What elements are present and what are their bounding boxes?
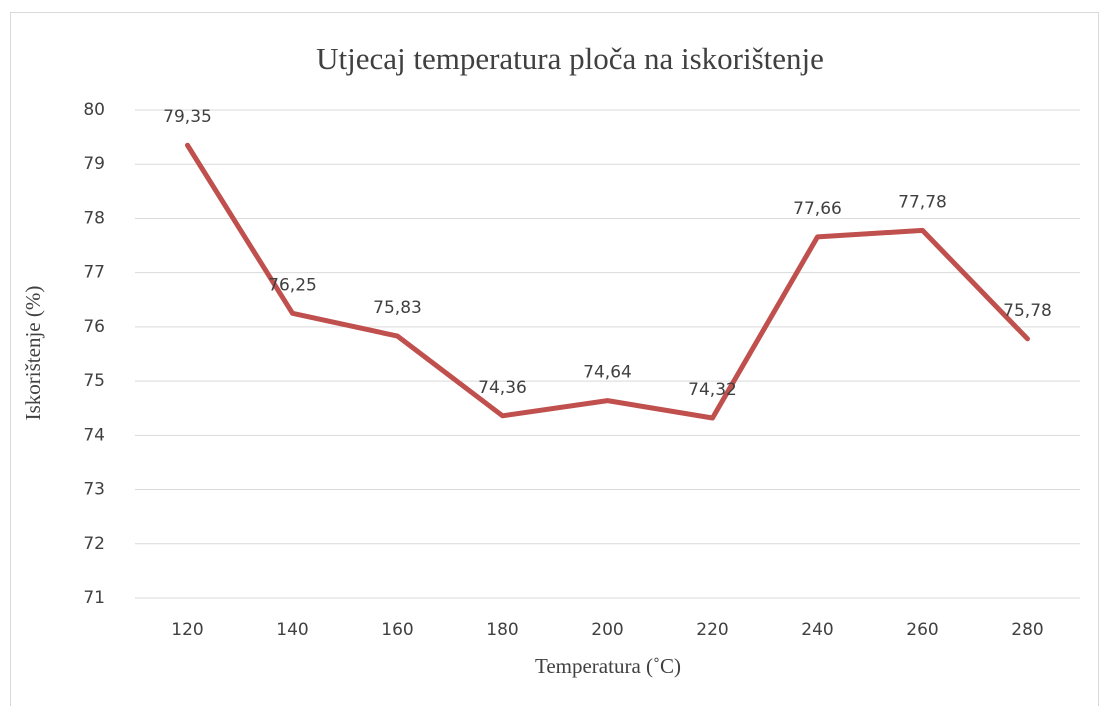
x-tick-label: 220 — [696, 620, 728, 640]
y-tick-label: 73 — [83, 480, 105, 500]
y-tick-label: 76 — [83, 317, 105, 337]
chart-border — [10, 12, 1099, 706]
y-tick-label: 72 — [83, 534, 105, 554]
y-tick-label: 74 — [83, 425, 105, 445]
x-tick-label: 160 — [381, 620, 413, 640]
data-label: 74,36 — [478, 378, 527, 398]
y-tick-label: 75 — [83, 371, 105, 391]
data-label: 77,66 — [793, 199, 842, 219]
x-tick-label: 240 — [801, 620, 833, 640]
y-tick-label: 71 — [83, 588, 105, 608]
y-axis-label: Iskorištenje (%) — [21, 286, 45, 421]
x-axis-label: Temperatura (˚C) — [535, 654, 681, 678]
data-label: 74,32 — [688, 380, 737, 400]
x-tick-label: 120 — [171, 620, 203, 640]
chart-title: Utjecaj temperatura ploča na iskorištenj… — [316, 41, 824, 76]
data-label: 75,83 — [373, 298, 422, 318]
data-label: 75,78 — [1003, 301, 1052, 321]
y-tick-label: 78 — [83, 208, 105, 228]
y-tick-label: 77 — [83, 263, 105, 283]
data-line — [185, 142, 1030, 421]
x-tick-label: 280 — [1011, 620, 1043, 640]
y-tick-label: 80 — [83, 100, 105, 120]
x-tick-label: 200 — [591, 620, 623, 640]
x-tick-label: 140 — [276, 620, 308, 640]
y-tick-label: 79 — [83, 154, 105, 174]
data-label: 79,35 — [163, 107, 212, 127]
x-tick-label: 260 — [906, 620, 938, 640]
data-label: 74,64 — [583, 363, 632, 383]
data-label: 76,25 — [268, 275, 317, 295]
x-tick-label: 180 — [486, 620, 518, 640]
data-label: 77,78 — [898, 192, 947, 212]
